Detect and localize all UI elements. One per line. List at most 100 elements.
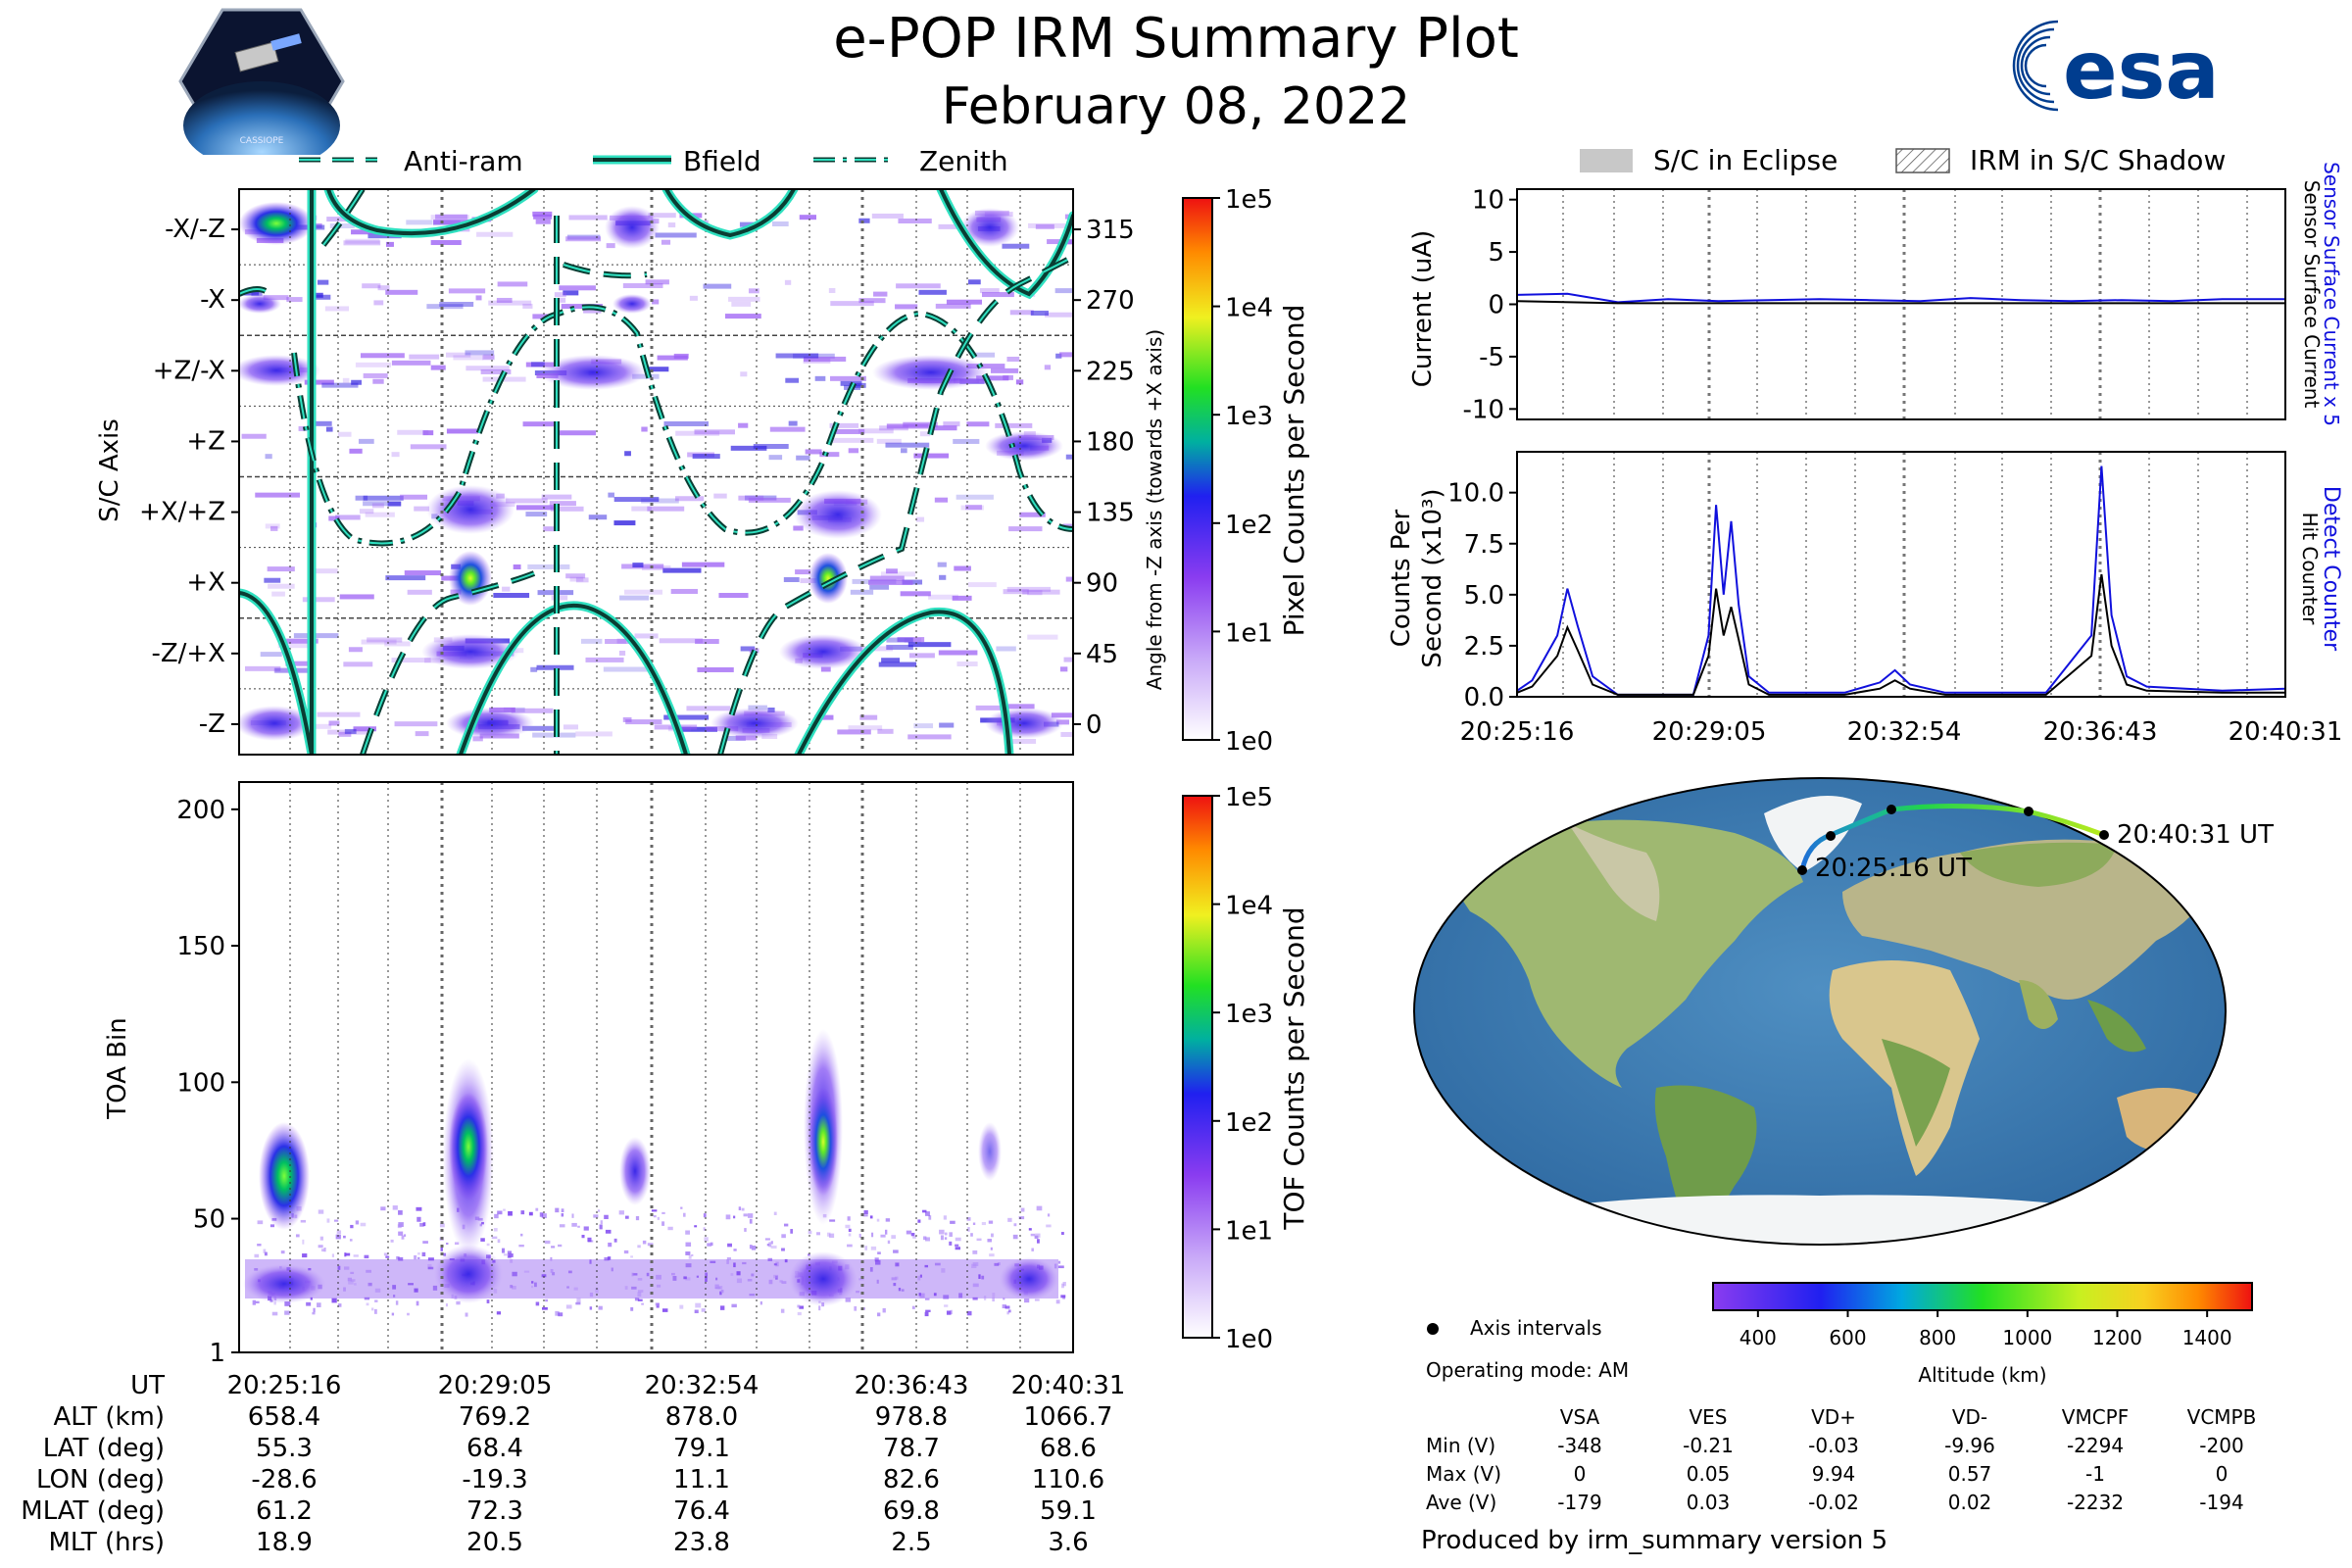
colorbar-tick: 1e1 [1225,1216,1273,1246]
voltage-cell: 9.94 [1812,1462,1856,1486]
colorbar-tick: 1e2 [1225,511,1273,540]
ephemeris-cell: 769.2 [459,1402,531,1432]
series-line-0 [1516,466,2286,696]
current-tick-label: 10 [1472,186,1504,216]
pixel-ylabel: S/C Axis [95,418,124,522]
axis-interval-marker [1427,1323,1439,1335]
toa-colorbar: 1e5 1e4 1e3 1e2 1e1 1e0 TOF Counts per Second [1182,783,1310,1354]
esa-wordmark: esa [2063,24,2220,118]
angle-tick-label: 315 [1086,216,1135,245]
current-right-label-2: Sensor Surface Current [2300,180,2324,409]
counts-x-tick-label: 20:36:43 [2043,717,2158,747]
esa-logo: esa [2012,20,2220,118]
voltage-column-header: VD- [1952,1405,1987,1429]
counts-panel: 0.0 2.5 5.0 7.5 10.0 Counts Per Second (x10³… [1387,451,2343,747]
counts-x-tick-label: 20:29:05 [1652,717,1767,747]
operating-mode: Operating mode: AM [1426,1358,1629,1382]
legend-zenith-label: Zenith [919,145,1008,177]
colorbar-tick: 1e3 [1225,1000,1273,1029]
sc-axis-label: -Z [199,710,225,739]
angle-tick-label: 225 [1086,357,1135,386]
sc-axis-label: +Z [186,426,225,456]
current-ylabel: Current (uA) [1408,230,1438,387]
track-point [2099,830,2109,840]
legend-shadow-label: IRM in S/C Shadow [1970,144,2226,176]
legend-eclipse-label: S/C in Eclipse [1653,144,1838,176]
voltage-cell: -2294 [2067,1434,2124,1457]
eclipse-swatch [1580,149,1633,172]
counts-tick-label: 2.5 [1464,632,1504,662]
voltage-cell: 0 [2216,1462,2229,1486]
voltage-column-header: VES [1689,1405,1727,1429]
angle-tick-label: 270 [1086,286,1135,316]
sc-axis-label: -Z/+X [151,639,225,668]
angle-tick-label: 135 [1086,499,1135,528]
altitude-tick-label: 1400 [2182,1326,2232,1349]
sc-axis-label: +X [186,568,225,598]
counts-right-label-2: Hit Counter [2298,513,2322,625]
pixel-colorbar-label: Pixel Counts per Second [1278,305,1310,637]
counts-x-tick-label: 20:40:31 [2229,717,2343,747]
voltage-cell: 0.57 [1948,1462,1992,1486]
counts-tick-label: 0.0 [1464,683,1504,712]
ephemeris-cell: -28.6 [251,1465,317,1494]
current-tick-label: -10 [1463,395,1504,424]
counts-ylabel-1: Counts Per [1387,509,1416,647]
voltage-row-label: Min (V) [1426,1434,1495,1457]
altitude-tick-label: 800 [1919,1326,1956,1349]
pixel-heatmap-data [239,189,1073,755]
badge-text: CASSIOPE [240,136,284,146]
colorbar-tick: 1e0 [1225,727,1273,757]
series-line-1 [1516,573,2285,696]
ephemeris-cell: -19.3 [462,1465,527,1494]
voltage-column-header: VD+ [1811,1405,1856,1429]
ephemeris-row-label: UT [130,1371,165,1400]
track-point [2024,807,2034,816]
counts-x-tick-label: 20:32:54 [1847,717,1962,747]
altitude-tick-label: 600 [1829,1326,1866,1349]
altitude-tick-label: 1200 [2092,1326,2142,1349]
altitude-tick-label: 1000 [2002,1326,2052,1349]
ephemeris-cell: 79.1 [673,1434,730,1463]
sc-axis-label: -X/-Z [165,215,225,244]
toa-ylabel: TOA Bin [103,1017,132,1119]
toa-tick-label: 50 [193,1205,225,1235]
voltage-column-header: VMCPF [2062,1405,2129,1429]
altitude-tick-label: 400 [1740,1326,1777,1349]
counts-right-label-1: Detect Counter [2319,486,2343,652]
ephemeris-row-label: MLAT (deg) [21,1496,165,1526]
counts-tick-label: 7.5 [1464,530,1504,560]
angle-tick-label: 45 [1086,640,1118,669]
colorbar-tick: 1e3 [1225,402,1273,431]
voltage-column-header: VSA [1560,1405,1600,1429]
toa-heatmap-data [243,1029,1066,1317]
ephemeris-row-label: MLT (hrs) [49,1528,166,1557]
colorbar-tick: 1e4 [1225,892,1273,921]
ephemeris-cell: 72.3 [466,1496,523,1526]
counts-tick-label: 10.0 [1447,479,1504,509]
produced-by: Produced by irm_summary version 5 [1421,1526,1887,1555]
ephemeris-cell: 78.7 [883,1434,940,1463]
sc-axis-label: +Z/-X [153,356,225,385]
series-line-0 [1516,292,2285,304]
voltage-cell: -0.02 [1808,1491,1859,1514]
ephemeris-cell: 110.6 [1032,1465,1104,1494]
ephemeris-cell: 82.6 [883,1465,940,1494]
ephemeris-cell: 658.4 [248,1402,320,1432]
voltage-cell: -200 [2199,1434,2243,1457]
voltage-row-label: Max (V) [1426,1462,1501,1486]
ephemeris-cell: 3.6 [1048,1528,1088,1557]
ephemeris-cell: 18.9 [256,1528,313,1557]
pixel-y2label: Angle from -Z axis (towards +X axis) [1143,329,1166,690]
voltage-cell: 0.05 [1687,1462,1731,1486]
colorbar-tick: 1e0 [1225,1325,1273,1354]
axis-intervals-label: Axis intervals [1470,1316,1602,1340]
ephemeris-cell: 23.8 [673,1528,730,1557]
ephemeris-row-label: ALT (km) [53,1402,165,1432]
toa-tick-label: 1 [209,1339,225,1368]
ephemeris-cell: 61.2 [256,1496,313,1526]
pixel-panel: -X/-Z -X +Z/-X +Z +X/+Z +X -Z/+X -Z 315 270 225 180… [95,188,1166,756]
voltage-cell: 0.02 [1948,1491,1992,1514]
